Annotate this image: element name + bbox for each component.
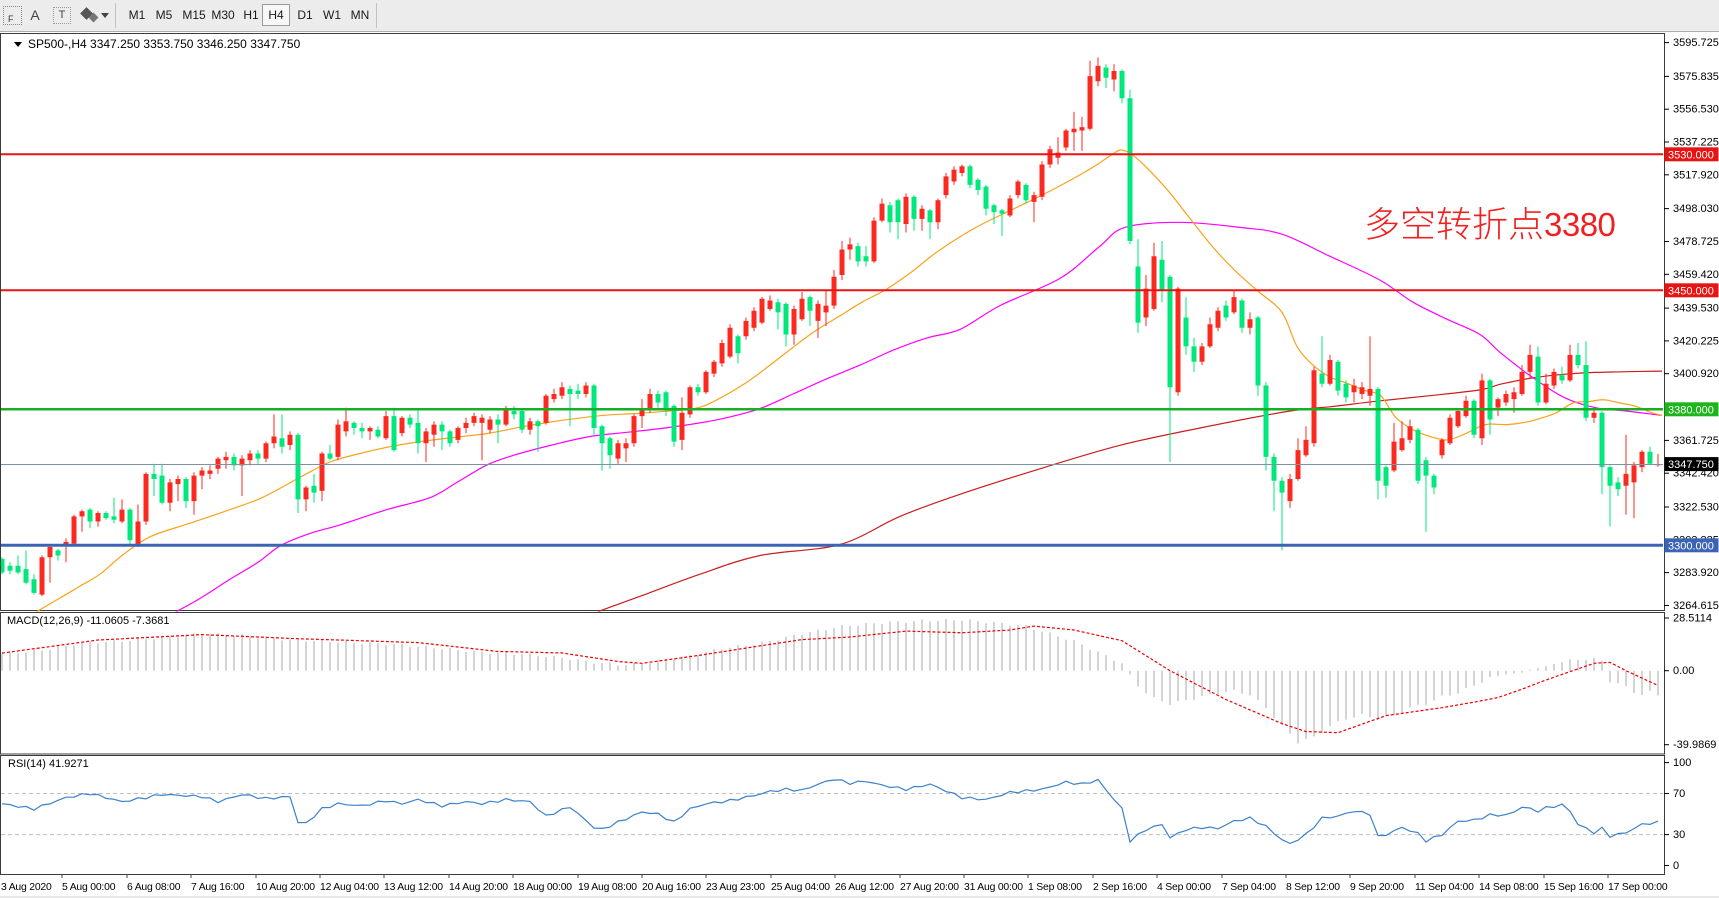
- svg-text:23 Aug 23:00: 23 Aug 23:00: [706, 882, 765, 893]
- svg-text:11 Sep 04:00: 11 Sep 04:00: [1415, 882, 1474, 893]
- svg-text:14 Aug 20:00: 14 Aug 20:00: [449, 882, 508, 893]
- svg-text:5 Aug 00:00: 5 Aug 00:00: [62, 882, 116, 893]
- svg-text:10 Aug 20:00: 10 Aug 20:00: [256, 882, 315, 893]
- svg-text:17 Sep 00:00: 17 Sep 00:00: [1608, 882, 1668, 893]
- svg-text:14 Sep 08:00: 14 Sep 08:00: [1479, 882, 1539, 893]
- svg-text:3537.225: 3537.225: [1673, 137, 1719, 149]
- svg-text:15 Sep 16:00: 15 Sep 16:00: [1544, 882, 1604, 893]
- svg-text:6 Aug 08:00: 6 Aug 08:00: [127, 882, 181, 893]
- svg-text:18 Aug 00:00: 18 Aug 00:00: [513, 882, 572, 893]
- svg-text:3530.000: 3530.000: [1668, 149, 1714, 161]
- svg-text:3478.725: 3478.725: [1673, 236, 1719, 248]
- svg-text:25 Aug 04:00: 25 Aug 04:00: [771, 882, 830, 893]
- svg-text:12 Aug 04:00: 12 Aug 04:00: [320, 882, 379, 893]
- svg-text:3556.530: 3556.530: [1673, 104, 1719, 116]
- svg-text:2 Sep 16:00: 2 Sep 16:00: [1093, 882, 1147, 893]
- svg-text:30: 30: [1673, 829, 1685, 841]
- svg-text:3264.615: 3264.615: [1673, 600, 1719, 612]
- svg-text:SP500-,H4 3347.250 3353.750 3: SP500-,H4 3347.250 3353.750 3346.250 334…: [28, 37, 301, 51]
- svg-text:9 Sep 20:00: 9 Sep 20:00: [1350, 882, 1404, 893]
- svg-text:3347.750: 3347.750: [1668, 459, 1714, 471]
- svg-text:3575.835: 3575.835: [1673, 71, 1719, 83]
- svg-text:3380: 3380: [1544, 206, 1616, 243]
- svg-text:20 Aug 16:00: 20 Aug 16:00: [642, 882, 701, 893]
- svg-text:3400.920: 3400.920: [1673, 368, 1719, 380]
- svg-text:27 Aug 20:00: 27 Aug 20:00: [900, 882, 959, 893]
- svg-text:3322.530: 3322.530: [1673, 502, 1719, 514]
- svg-text:0: 0: [1673, 860, 1679, 872]
- svg-text:7 Aug 16:00: 7 Aug 16:00: [191, 882, 245, 893]
- svg-text:3517.920: 3517.920: [1673, 169, 1719, 181]
- svg-text:1 Sep 08:00: 1 Sep 08:00: [1028, 882, 1082, 893]
- svg-text:-39.9869: -39.9869: [1673, 739, 1716, 751]
- svg-text:19 Aug 08:00: 19 Aug 08:00: [578, 882, 637, 893]
- svg-text:3459.420: 3459.420: [1673, 269, 1719, 281]
- svg-text:MACD(12,26,9) -11.0605 -7.3681: MACD(12,26,9) -11.0605 -7.3681: [7, 615, 169, 627]
- svg-text:100: 100: [1673, 757, 1691, 769]
- svg-text:28.5114: 28.5114: [1673, 613, 1712, 625]
- svg-text:0.00: 0.00: [1673, 665, 1694, 677]
- svg-text:3498.030: 3498.030: [1673, 203, 1719, 215]
- svg-text:3439.530: 3439.530: [1673, 303, 1719, 315]
- svg-text:3450.000: 3450.000: [1668, 285, 1714, 297]
- svg-text:31 Aug 00:00: 31 Aug 00:00: [964, 882, 1023, 893]
- svg-text:3420.225: 3420.225: [1673, 335, 1719, 347]
- svg-text:4 Sep 00:00: 4 Sep 00:00: [1157, 882, 1211, 893]
- svg-text:3361.725: 3361.725: [1673, 435, 1719, 447]
- svg-text:3300.000: 3300.000: [1668, 540, 1714, 552]
- svg-text:13 Aug 12:00: 13 Aug 12:00: [384, 882, 443, 893]
- svg-text:8 Sep 12:00: 8 Sep 12:00: [1286, 882, 1340, 893]
- svg-text:3 Aug 2020: 3 Aug 2020: [1, 882, 52, 893]
- svg-text:70: 70: [1673, 788, 1685, 800]
- svg-text:7 Sep 04:00: 7 Sep 04:00: [1222, 882, 1276, 893]
- svg-text:26 Aug 12:00: 26 Aug 12:00: [835, 882, 894, 893]
- svg-text:3283.920: 3283.920: [1673, 567, 1719, 579]
- svg-text:3380.000: 3380.000: [1668, 404, 1714, 416]
- svg-text:3595.725: 3595.725: [1673, 37, 1719, 49]
- svg-text:RSI(14) 41.9271: RSI(14) 41.9271: [8, 758, 89, 770]
